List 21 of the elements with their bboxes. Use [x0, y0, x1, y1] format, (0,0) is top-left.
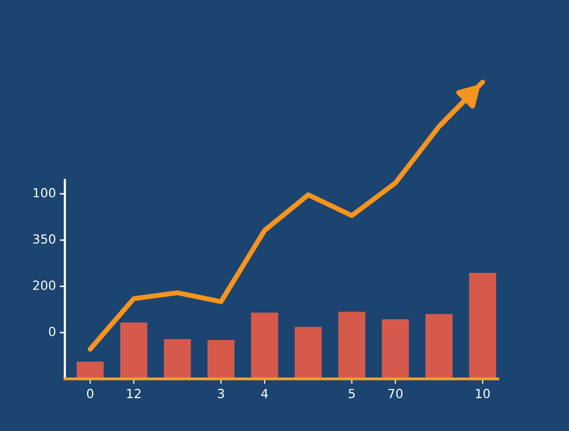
x-tick-label: 4 — [261, 388, 268, 398]
x-tick-label: 70 — [388, 388, 403, 398]
bar — [120, 322, 148, 379]
text: 0 — [49, 326, 56, 336]
bar — [207, 340, 234, 379]
text: 350 — [33, 234, 56, 244]
x-tick-label: 12 — [127, 388, 140, 398]
x-tick-label: 10 — [476, 388, 490, 398]
bar — [76, 362, 104, 379]
x-tick-label: 3 — [218, 388, 224, 398]
bar — [164, 339, 191, 379]
bar — [469, 272, 496, 379]
bar — [425, 314, 453, 379]
text: 100 — [34, 188, 56, 198]
x-tick-label: 0 — [87, 388, 94, 398]
x-tick-label: 5 — [348, 388, 355, 398]
bar — [338, 312, 366, 379]
text: 200 — [33, 280, 56, 290]
bar — [251, 312, 278, 379]
bar — [382, 319, 409, 379]
bar — [294, 326, 322, 379]
